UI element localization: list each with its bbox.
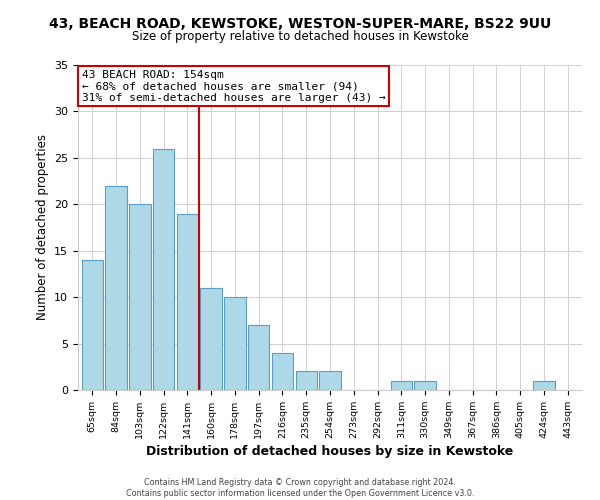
Text: Contains HM Land Registry data © Crown copyright and database right 2024.
Contai: Contains HM Land Registry data © Crown c…: [126, 478, 474, 498]
Bar: [533, 380, 554, 390]
Bar: [153, 148, 174, 390]
Text: Size of property relative to detached houses in Kewstoke: Size of property relative to detached ho…: [131, 30, 469, 43]
Bar: [106, 186, 127, 390]
Bar: [82, 260, 103, 390]
Bar: [391, 380, 412, 390]
Bar: [224, 297, 245, 390]
Text: 43 BEACH ROAD: 154sqm
← 68% of detached houses are smaller (94)
31% of semi-deta: 43 BEACH ROAD: 154sqm ← 68% of detached …: [82, 70, 385, 103]
Y-axis label: Number of detached properties: Number of detached properties: [35, 134, 49, 320]
Bar: [200, 288, 222, 390]
X-axis label: Distribution of detached houses by size in Kewstoke: Distribution of detached houses by size …: [146, 445, 514, 458]
Bar: [296, 372, 317, 390]
Bar: [129, 204, 151, 390]
Bar: [272, 353, 293, 390]
Bar: [176, 214, 198, 390]
Text: 43, BEACH ROAD, KEWSTOKE, WESTON-SUPER-MARE, BS22 9UU: 43, BEACH ROAD, KEWSTOKE, WESTON-SUPER-M…: [49, 18, 551, 32]
Bar: [415, 380, 436, 390]
Bar: [248, 325, 269, 390]
Bar: [319, 372, 341, 390]
